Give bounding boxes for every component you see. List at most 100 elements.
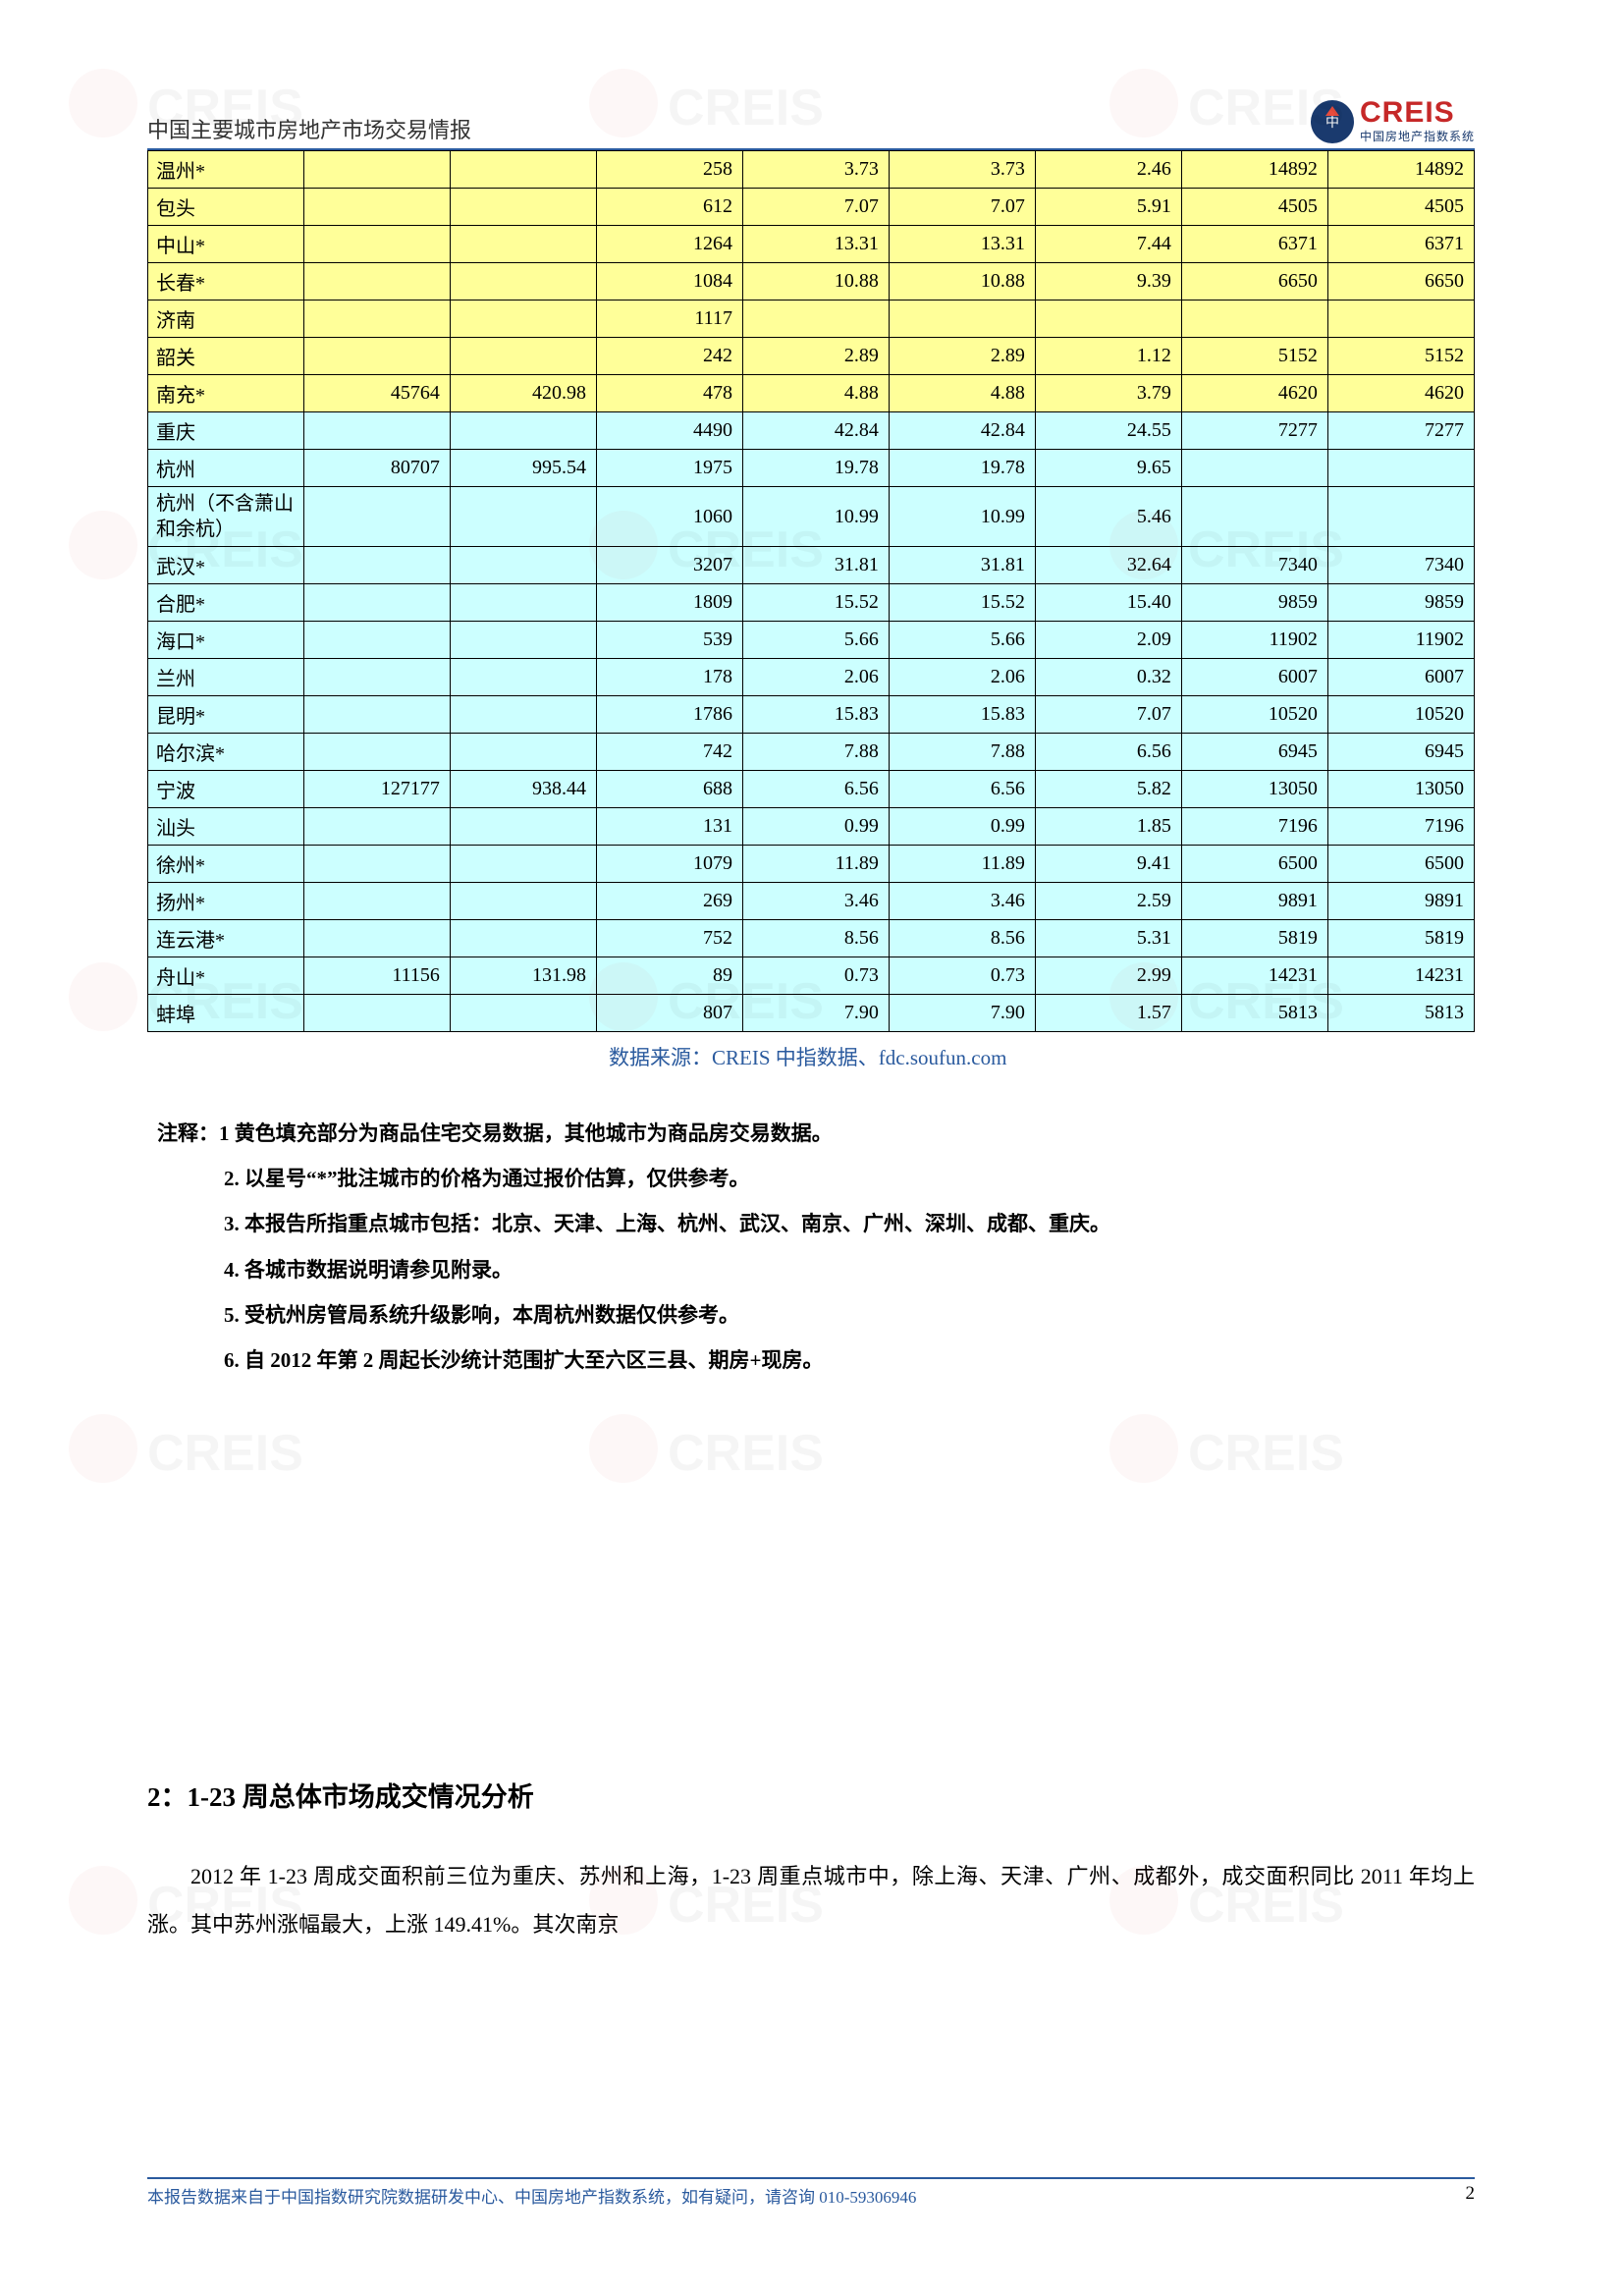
value-cell: 612 [597, 189, 743, 226]
table-row: 武汉*320731.8131.8132.6473407340 [148, 547, 1475, 584]
value-cell: 7.88 [889, 734, 1035, 771]
value-cell: 7.88 [742, 734, 889, 771]
value-cell [450, 808, 596, 846]
value-cell [1327, 450, 1474, 487]
value-cell: 0.32 [1035, 659, 1181, 696]
value-cell: 688 [597, 771, 743, 808]
table-row: 合肥*180915.5215.5215.4098599859 [148, 584, 1475, 622]
value-cell: 5.82 [1035, 771, 1181, 808]
note-item: 3. 本报告所指重点城市包括：北京、天津、上海、杭州、武汉、南京、广州、深圳、成… [224, 1201, 1475, 1246]
table-row: 宁波127177938.446886.566.565.821305013050 [148, 771, 1475, 808]
value-cell: 10.99 [889, 487, 1035, 547]
city-cell: 连云港* [148, 920, 304, 957]
value-cell: 0.73 [742, 957, 889, 995]
value-cell [303, 659, 450, 696]
value-cell: 7277 [1181, 412, 1327, 450]
value-cell: 7277 [1327, 412, 1474, 450]
value-cell [450, 151, 596, 189]
city-cell: 昆明* [148, 696, 304, 734]
value-cell [1181, 450, 1327, 487]
value-cell: 24.55 [1035, 412, 1181, 450]
value-cell [303, 622, 450, 659]
value-cell [303, 846, 450, 883]
value-cell: 6.56 [742, 771, 889, 808]
value-cell: 1975 [597, 450, 743, 487]
value-cell: 5.66 [742, 622, 889, 659]
value-cell: 742 [597, 734, 743, 771]
table-row: 温州*2583.733.732.461489214892 [148, 151, 1475, 189]
value-cell [450, 226, 596, 263]
value-cell: 7340 [1181, 547, 1327, 584]
value-cell: 6007 [1327, 659, 1474, 696]
footer-text: 本报告数据来自于中国指数研究院数据研发中心、中国房地产指数系统，如有疑问，请咨询… [147, 2183, 916, 2208]
value-cell: 6650 [1181, 263, 1327, 301]
value-cell: 9891 [1181, 883, 1327, 920]
value-cell [1181, 487, 1327, 547]
value-cell [303, 151, 450, 189]
value-cell: 178 [597, 659, 743, 696]
value-cell [450, 920, 596, 957]
value-cell [450, 487, 596, 547]
value-cell [303, 920, 450, 957]
city-cell: 海口* [148, 622, 304, 659]
value-cell: 0.99 [742, 808, 889, 846]
value-cell: 7.44 [1035, 226, 1181, 263]
value-cell: 2.99 [1035, 957, 1181, 995]
value-cell: 6945 [1327, 734, 1474, 771]
value-cell [450, 301, 596, 338]
value-cell: 4505 [1327, 189, 1474, 226]
value-cell: 1786 [597, 696, 743, 734]
value-cell: 15.52 [742, 584, 889, 622]
value-cell: 131 [597, 808, 743, 846]
value-cell: 3.79 [1035, 375, 1181, 412]
city-data-table: 温州*2583.733.732.461489214892包头6127.077.0… [147, 150, 1475, 1032]
value-cell: 4505 [1181, 189, 1327, 226]
value-cell: 9.39 [1035, 263, 1181, 301]
value-cell: 3.46 [889, 883, 1035, 920]
value-cell: 5.66 [889, 622, 1035, 659]
value-cell [450, 584, 596, 622]
value-cell [450, 846, 596, 883]
value-cell: 14892 [1327, 151, 1474, 189]
body-paragraph: 2012 年 1-23 周成交面积前三位为重庆、苏州和上海，1-23 周重点城市… [147, 1853, 1475, 1948]
value-cell: 6007 [1181, 659, 1327, 696]
note-lead: 注释：1 黄色填充部分为商品住宅交易数据，其他城市为商品房交易数据。 [157, 1111, 1475, 1156]
value-cell: 2.89 [889, 338, 1035, 375]
value-cell [303, 263, 450, 301]
value-cell [450, 883, 596, 920]
value-cell [450, 622, 596, 659]
value-cell: 539 [597, 622, 743, 659]
table-row: 重庆449042.8442.8424.5572777277 [148, 412, 1475, 450]
city-cell: 哈尔滨* [148, 734, 304, 771]
value-cell: 3207 [597, 547, 743, 584]
value-cell: 6.56 [889, 771, 1035, 808]
value-cell: 11902 [1327, 622, 1474, 659]
value-cell [450, 696, 596, 734]
value-cell: 8.56 [889, 920, 1035, 957]
value-cell: 89 [597, 957, 743, 995]
value-cell: 80707 [303, 450, 450, 487]
value-cell: 1117 [597, 301, 743, 338]
value-cell: 2.06 [889, 659, 1035, 696]
value-cell: 11.89 [742, 846, 889, 883]
value-cell: 4490 [597, 412, 743, 450]
value-cell: 11.89 [889, 846, 1035, 883]
value-cell: 14231 [1327, 957, 1474, 995]
value-cell: 14892 [1181, 151, 1327, 189]
value-cell: 5819 [1327, 920, 1474, 957]
city-cell: 重庆 [148, 412, 304, 450]
value-cell: 1084 [597, 263, 743, 301]
value-cell: 2.06 [742, 659, 889, 696]
value-cell: 5813 [1327, 995, 1474, 1032]
creis-logo: 中 CREIS 中国房地产指数系统 [1311, 98, 1475, 144]
value-cell [303, 226, 450, 263]
table-row: 杭州80707995.54197519.7819.789.65 [148, 450, 1475, 487]
city-cell: 扬州* [148, 883, 304, 920]
note-item: 5. 受杭州房管局系统升级影响，本周杭州数据仅供参考。 [224, 1292, 1475, 1338]
value-cell: 5813 [1181, 995, 1327, 1032]
value-cell: 807 [597, 995, 743, 1032]
value-cell: 2.59 [1035, 883, 1181, 920]
city-cell: 杭州 [148, 450, 304, 487]
city-cell: 合肥* [148, 584, 304, 622]
value-cell [450, 338, 596, 375]
